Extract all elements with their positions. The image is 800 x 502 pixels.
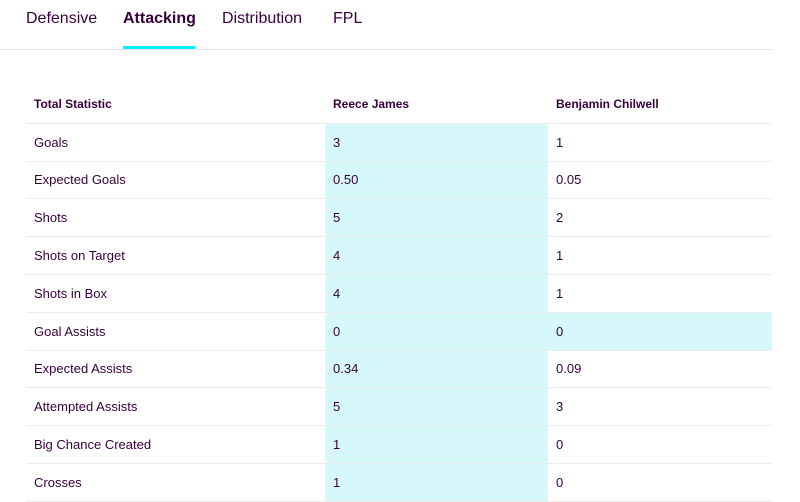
- table-header-row: Total Statistic Reece James Benjamin Chi…: [26, 86, 772, 124]
- player-2-value: 0.05: [556, 172, 582, 188]
- player-1-value: 0.34: [325, 350, 548, 388]
- stat-label: Expected Assists: [34, 361, 133, 377]
- stat-label: Attempted Assists: [34, 399, 138, 415]
- player-1-value: 0.50: [325, 161, 548, 199]
- player-2-value: 0.09: [556, 361, 582, 377]
- tab-fpl[interactable]: FPL: [333, 10, 363, 27]
- player-1-value: 5: [325, 199, 548, 237]
- player-2-value: 1: [556, 285, 564, 301]
- player-2-value: 1: [556, 134, 564, 150]
- player-1-value: 5: [325, 388, 548, 426]
- player-2-value: 1: [556, 248, 564, 264]
- table-row: Shots 5 2: [26, 199, 772, 238]
- table-row: Shots on Target 4 1: [26, 237, 772, 275]
- table-row: Goal Assists 0 0: [26, 312, 772, 351]
- tab-attacking[interactable]: Attacking: [123, 10, 196, 27]
- player-1-value: 1: [325, 426, 548, 463]
- stat-label: Goals: [34, 134, 68, 150]
- player-1-value: 4: [325, 274, 548, 312]
- header-player-1: Reece James: [333, 97, 410, 112]
- stat-label: Shots: [34, 210, 68, 226]
- player-2-value: 3: [556, 399, 564, 415]
- player-1-value: 0: [325, 312, 548, 350]
- header-total-statistic: Total Statistic: [34, 97, 112, 112]
- table-row: Crosses 1 0: [26, 463, 772, 502]
- tab-distribution[interactable]: Distribution: [222, 10, 303, 27]
- comparison-table: Total Statistic Reece James Benjamin Chi…: [26, 86, 772, 502]
- stat-label: Shots in Box: [34, 285, 107, 301]
- stat-label: Big Chance Created: [34, 437, 152, 453]
- stat-label: Shots on Target: [34, 248, 125, 264]
- stat-label: Goal Assists: [34, 323, 106, 339]
- table-row: Expected Goals 0.50 0.05: [26, 161, 772, 200]
- table-row: Goals 3 1: [26, 123, 772, 162]
- stat-label: Crosses: [34, 474, 82, 490]
- player-2-value: 2: [556, 210, 564, 226]
- table-row: Big Chance Created 1 0: [26, 426, 772, 464]
- player-2-value: 0: [556, 474, 564, 490]
- stats-tab-bar: Defensive Attacking Distribution FPL: [0, 0, 772, 50]
- player-2-value: 0: [556, 437, 564, 453]
- player-1-value: 3: [325, 123, 548, 161]
- player-1-value: 4: [325, 237, 548, 274]
- header-player-2: Benjamin Chilwell: [556, 97, 659, 112]
- player-1-value: 1: [325, 463, 548, 501]
- table-row: Expected Assists 0.34 0.09: [26, 350, 772, 389]
- active-tab-indicator: [123, 46, 195, 49]
- stat-label: Expected Goals: [34, 172, 126, 188]
- table-row: Attempted Assists 5 3: [26, 388, 772, 427]
- player-2-value: 0: [548, 312, 772, 350]
- tab-defensive[interactable]: Defensive: [26, 10, 98, 27]
- table-row: Shots in Box 4 1: [26, 274, 772, 313]
